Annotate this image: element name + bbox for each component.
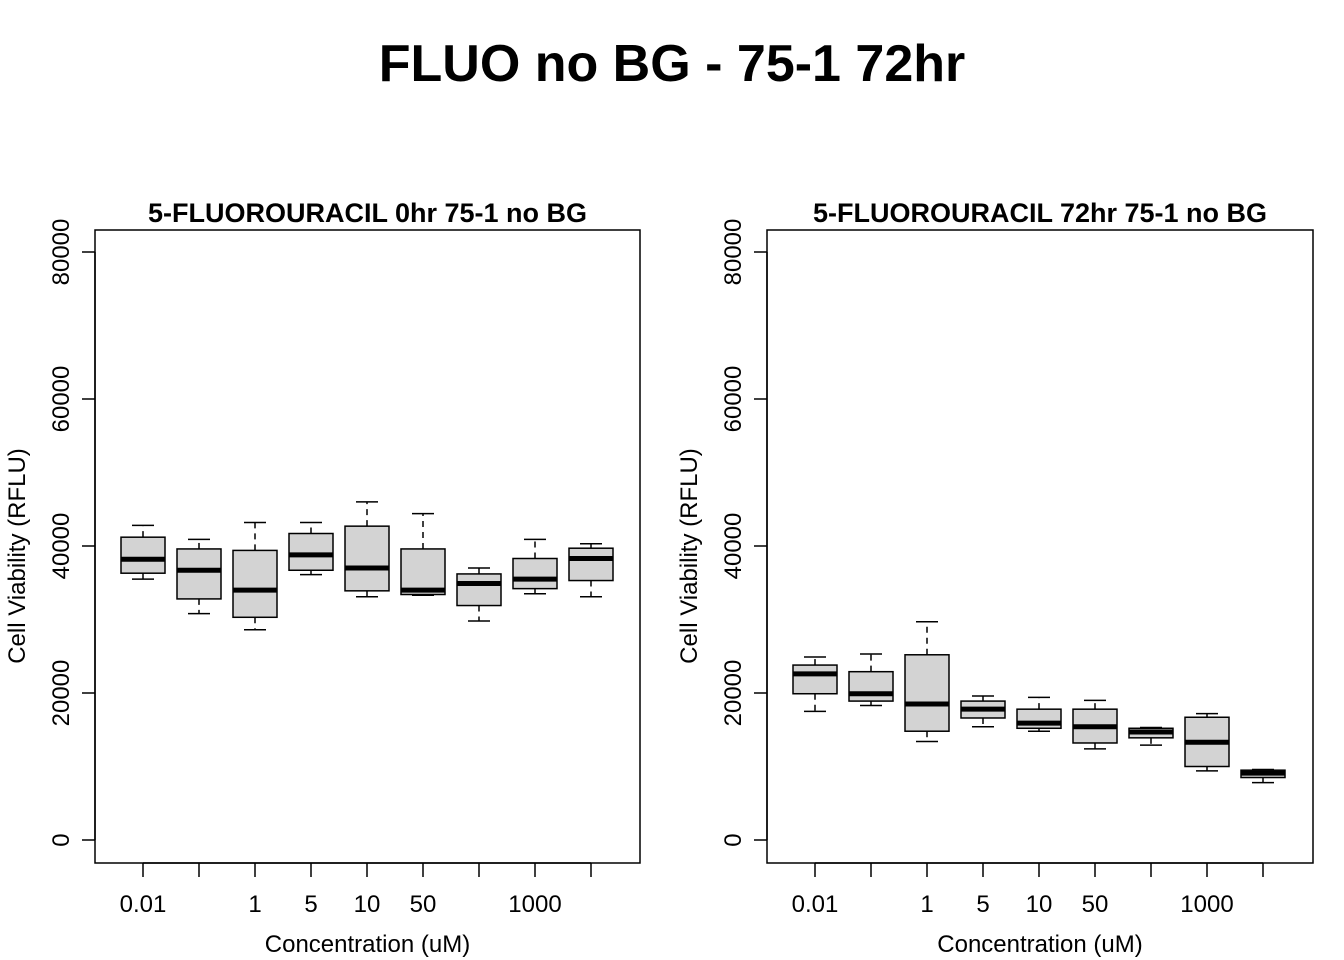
- box-100: [1128, 726, 1174, 746]
- x-tick-label: 5: [976, 891, 989, 918]
- iqr-box: [288, 532, 334, 572]
- y-tick-label: 0: [720, 833, 747, 846]
- panel-title: 5-FLUOROURACIL 0hr 75-1 no BG: [148, 198, 587, 228]
- y-tick-label: 20000: [720, 660, 747, 727]
- box-5: [960, 695, 1006, 728]
- box-50: [400, 512, 446, 596]
- box-50: [1072, 699, 1118, 750]
- x-tick-label: 1000: [1180, 891, 1233, 918]
- x-tick-label: 1000: [508, 891, 561, 918]
- panel-title: 5-FLUOROURACIL 72hr 75-1 no BG: [813, 198, 1267, 228]
- y-axis-label: Cell Viability (RFLU): [676, 448, 703, 664]
- iqr-box: [456, 573, 502, 607]
- iqr-box: [904, 654, 950, 732]
- box-0.1: [848, 653, 894, 707]
- x-tick-label: 1: [920, 891, 933, 918]
- x-tick-label: 1: [248, 891, 261, 918]
- iqr-box: [344, 525, 390, 592]
- box-1: [232, 521, 278, 631]
- box-10000: [568, 543, 614, 598]
- box-5: [288, 521, 334, 576]
- iqr-box: [176, 548, 222, 600]
- box-10: [344, 501, 390, 598]
- x-tick-label: 0.01: [792, 891, 839, 918]
- x-axis-label: Concentration (uM): [265, 931, 470, 958]
- iqr-box: [232, 549, 278, 619]
- x-tick-label: 10: [1026, 891, 1053, 918]
- box-0.01: [792, 656, 838, 713]
- box-0.01: [120, 524, 166, 580]
- box-0.1: [176, 538, 222, 615]
- y-tick-label: 0: [48, 833, 75, 846]
- x-tick-label: 10: [354, 891, 381, 918]
- y-tick-label: 40000: [48, 513, 75, 580]
- x-tick-label: 50: [410, 891, 437, 918]
- y-tick-label: 60000: [720, 366, 747, 433]
- x-tick-label: 5: [304, 891, 317, 918]
- y-tick-label: 80000: [48, 219, 75, 286]
- x-tick-label: 50: [1082, 891, 1109, 918]
- box-100: [456, 567, 502, 622]
- iqr-box: [512, 557, 558, 590]
- y-axis-label: Cell Viability (RFLU): [4, 448, 31, 664]
- box-1: [904, 620, 950, 743]
- y-tick-label: 20000: [48, 660, 75, 727]
- plot-frame: [766, 229, 1314, 864]
- box-1000: [512, 538, 558, 595]
- x-tick-label: 0.01: [120, 891, 167, 918]
- y-tick-label: 60000: [48, 366, 75, 433]
- box-10000: [1240, 768, 1286, 784]
- iqr-box: [120, 536, 166, 574]
- x-axis-label: Concentration (uM): [937, 931, 1142, 958]
- iqr-box: [568, 547, 614, 582]
- figure-title: FLUO no BG - 75-1 72hr: [378, 35, 966, 93]
- y-tick-label: 80000: [720, 219, 747, 286]
- box-10: [1016, 696, 1062, 732]
- iqr-box: [848, 670, 894, 702]
- iqr-box: [792, 664, 838, 695]
- box-1000: [1184, 712, 1230, 772]
- iqr-box: [400, 548, 446, 596]
- y-tick-label: 40000: [720, 513, 747, 580]
